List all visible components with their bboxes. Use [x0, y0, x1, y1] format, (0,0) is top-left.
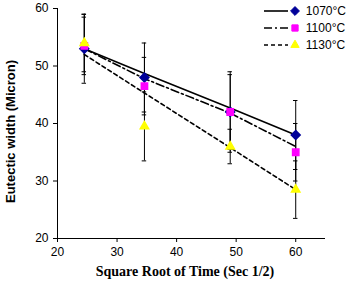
html-text:1130°C: 1130°C — [305, 37, 346, 52]
html-text:1100°C: 1100°C — [305, 20, 346, 35]
svg-text:20: 20 — [51, 245, 65, 259]
svg-text:50: 50 — [35, 59, 49, 73]
svg-text:30: 30 — [110, 245, 124, 259]
svg-text:20: 20 — [35, 231, 49, 245]
html-text:Eutectic width (Micron): Eutectic width (Micron) — [2, 59, 18, 203]
svg-text:50: 50 — [229, 245, 243, 259]
html-text:1070°C: 1070°C — [305, 3, 346, 18]
svg-text:60: 60 — [35, 1, 49, 15]
svg-text:60: 60 — [289, 245, 303, 259]
svg-text:40: 40 — [170, 245, 184, 259]
html-text:Square Root of Time (Sec 1/2): Square Root of Time (Sec 1/2) — [95, 264, 275, 279]
svg-text:40: 40 — [35, 116, 49, 130]
svg-text:30: 30 — [35, 174, 49, 188]
